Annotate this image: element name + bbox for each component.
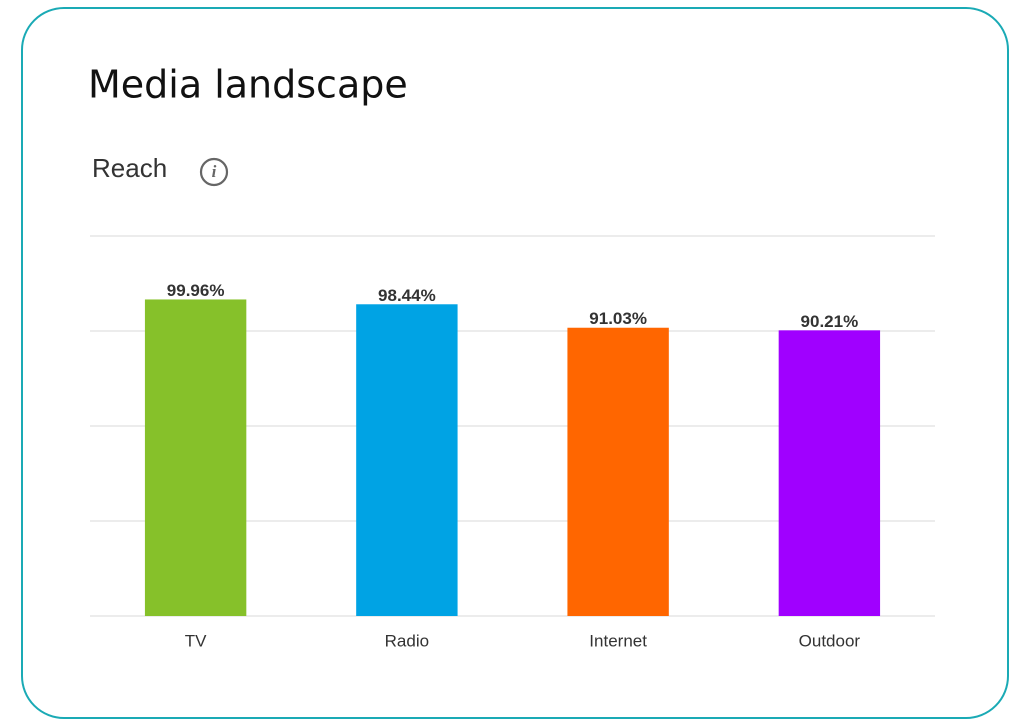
- value-label: 91.03%: [589, 309, 647, 328]
- chart-subtitle: Reach: [92, 153, 167, 183]
- x-tick-label: Radio: [385, 631, 429, 650]
- bar: [356, 304, 458, 616]
- info-icon[interactable]: i: [199, 157, 229, 187]
- x-tick-label: Internet: [589, 631, 647, 650]
- value-label: 98.44%: [378, 286, 436, 305]
- card-border: [21, 7, 1009, 719]
- bar: [567, 327, 669, 616]
- bar: [778, 330, 881, 616]
- x-tick-label: Outdoor: [799, 631, 861, 650]
- chart-title: Media landscape: [88, 63, 408, 107]
- x-tick-label: TV: [185, 631, 207, 650]
- svg-text:i: i: [212, 162, 217, 181]
- value-label: 90.21%: [801, 312, 859, 331]
- value-label: 99.96%: [167, 281, 225, 300]
- bar: [144, 299, 247, 616]
